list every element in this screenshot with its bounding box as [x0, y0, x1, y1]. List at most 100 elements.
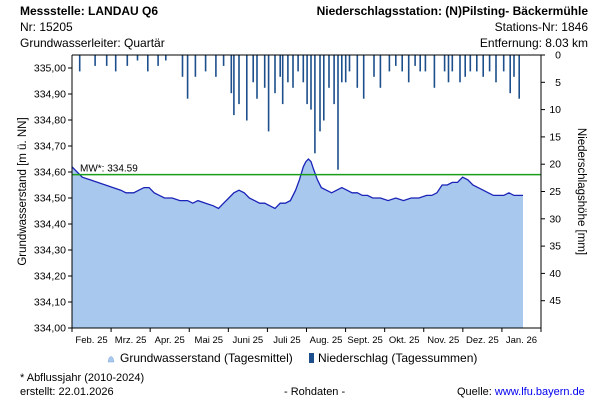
precip-bar — [379, 55, 382, 88]
precip-bar — [279, 55, 281, 77]
precip-bar — [114, 55, 117, 72]
precip-bar — [348, 55, 351, 72]
y-tick-label: 334,70 — [34, 141, 66, 153]
y-right-axis-title: Niederschlagshöhe [mm] — [575, 128, 587, 255]
x-tick-label: Okt. 25 — [389, 335, 420, 346]
footnote-abflussjahr: * Abflussjahr (2010-2024) — [20, 372, 145, 384]
legend-area-swatch — [107, 356, 115, 363]
precip-bar — [281, 55, 284, 105]
precip-bar — [186, 55, 189, 99]
x-tick-label: Mai 25 — [195, 335, 224, 346]
y-tick-label: 334,10 — [34, 297, 66, 309]
precip-bar — [488, 55, 491, 72]
x-tick-label: Juli 25 — [273, 335, 300, 346]
raw-data-label: - Rohdaten - — [284, 386, 346, 398]
precip-bar — [323, 55, 325, 121]
x-tick-label: Nov. 25 — [427, 335, 459, 346]
precip-bar — [513, 55, 515, 77]
y-tick-label: 334,40 — [34, 219, 66, 231]
y-tick-label: 335,00 — [34, 63, 66, 75]
y-tick-label: 334,30 — [34, 245, 66, 257]
precip-bar — [424, 55, 427, 72]
mean-level-label: MW*: 334.59 — [80, 164, 138, 175]
precip-bar — [459, 55, 461, 83]
precip-bar — [246, 55, 248, 121]
y-tick-label: 334,20 — [34, 271, 66, 283]
precip-bar — [341, 55, 343, 83]
y-tick-label: 334,50 — [34, 193, 66, 205]
precip-bar — [447, 55, 450, 83]
precip-bar — [451, 55, 454, 72]
precip-bar — [287, 55, 289, 83]
precip-bar — [252, 55, 254, 83]
precip-bar — [194, 55, 197, 77]
x-tick-label: Aug. 25 — [310, 335, 343, 346]
legend-precip-swatch — [309, 353, 314, 363]
source-credit: Quelle: www.lfu.bayern.de — [457, 386, 585, 398]
precip-bar — [388, 55, 391, 72]
y-right-tick-label: 15 — [549, 131, 561, 143]
precip-bar — [464, 55, 466, 77]
precip-bar — [518, 55, 520, 99]
groundwater-line — [71, 158, 523, 210]
y-right-tick-label: 45 — [549, 295, 561, 307]
y-right-tick-label: 10 — [549, 104, 561, 116]
precip-bar — [292, 55, 294, 88]
y-right-tick-label: 25 — [549, 186, 561, 198]
y-tick-label: 334,00 — [34, 323, 66, 335]
precip-bar — [297, 55, 299, 72]
precip-bar — [147, 55, 149, 72]
y-right-tick-label: 30 — [549, 213, 561, 225]
station-title: Messstelle: LANDAU Q6 — [20, 4, 159, 18]
source-link[interactable]: www.lfu.bayern.de — [494, 386, 585, 398]
precip-bar — [136, 55, 139, 61]
precip-bar — [78, 55, 81, 72]
precip-bar — [256, 55, 258, 99]
y-right-tick-label: 5 — [555, 77, 561, 89]
x-tick-label: Dez. 25 — [466, 335, 499, 346]
precip-bar — [407, 55, 410, 83]
precip-bar — [373, 55, 375, 77]
x-tick-label: Sept. 25 — [347, 335, 382, 346]
precip-bar — [356, 55, 359, 88]
precip-bar — [469, 55, 472, 72]
precip-bar — [476, 55, 478, 72]
precip-bar — [238, 55, 240, 105]
precip-bar — [274, 55, 276, 94]
precip-bar — [433, 55, 436, 88]
y-right-tick-label: 0 — [555, 50, 561, 62]
precip-bar — [395, 55, 397, 66]
precip-bar — [310, 55, 312, 110]
precip-bar — [482, 55, 484, 77]
x-tick-label: Jan. 26 — [506, 335, 537, 346]
precip-bar — [502, 55, 505, 72]
precip-bar — [495, 55, 497, 83]
aquifer-label: Grundwasserleiter: Quartär — [20, 36, 165, 50]
y-tick-label: 334,60 — [34, 167, 66, 179]
source-prefix: Quelle: — [457, 386, 495, 398]
y-right-tick-label: 40 — [549, 268, 561, 280]
precip-bar — [105, 55, 108, 66]
precip-bar — [509, 55, 511, 94]
x-tick-label: Feb. 25 — [75, 335, 107, 346]
station-number: Nr: 15205 — [20, 20, 73, 34]
precip-bar — [333, 55, 335, 105]
y-right-tick-label: 20 — [549, 159, 561, 171]
precip-bar — [233, 55, 235, 116]
y-tick-label: 334,90 — [34, 89, 66, 101]
precip-bar — [181, 55, 184, 77]
precip-station-number: Stations-Nr: 1846 — [494, 20, 588, 34]
y-tick-label: 334,80 — [34, 115, 66, 127]
precip-bar — [215, 55, 217, 77]
y-right-tick-label: 35 — [549, 241, 561, 253]
distance-label: Entfernung: 8.03 km — [479, 36, 588, 50]
precip-bar — [414, 55, 416, 66]
precip-bar — [267, 55, 270, 132]
legend-precipitation: Niederschlag (Tagessummen) — [318, 351, 477, 365]
precip-bar — [263, 55, 266, 88]
created-date: erstellt: 22.01.2026 — [20, 386, 114, 398]
precip-bar — [126, 55, 129, 66]
precip-station-title: Niederschlagsstation: (N)Pilsting- Bäcke… — [316, 4, 588, 18]
precip-bar — [94, 55, 96, 66]
